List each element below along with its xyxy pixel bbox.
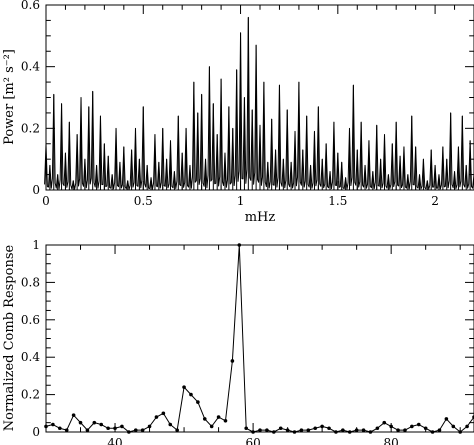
comb-response-point	[147, 424, 152, 429]
comb-response-point	[209, 424, 214, 429]
comb-response-point	[251, 430, 255, 434]
comb-response-point	[113, 426, 117, 431]
comb-response-point	[465, 424, 469, 429]
comb-response-point	[71, 413, 76, 417]
comb-response-point	[78, 420, 83, 425]
comb-response-point	[196, 400, 200, 404]
comb-response-point	[423, 426, 428, 431]
comb-response-point	[451, 424, 456, 429]
comb-response-point	[396, 428, 400, 432]
power-y-axis-title: Power [m² s⁻²]	[2, 49, 17, 145]
power-spectrum-series	[44, 16, 474, 190]
comb-response-point	[313, 426, 318, 431]
x-tick-label: 60	[245, 436, 260, 445]
comb-response-point	[168, 422, 173, 427]
x-tick-label: 2	[431, 194, 439, 208]
comb-response-point	[182, 385, 186, 389]
comb-response-point	[458, 430, 462, 434]
comb-response-point	[175, 428, 179, 432]
y-tick-label: 0.2	[21, 121, 40, 135]
comb-response-line	[45, 244, 474, 433]
comb-response-point	[341, 428, 345, 432]
comb-response-point	[230, 359, 235, 363]
y-tick-label: 0.6	[21, 313, 40, 327]
comb-response-point	[258, 428, 262, 432]
comb-response-point	[161, 411, 166, 416]
comb-response-point	[285, 428, 290, 432]
comb-response-point	[444, 417, 449, 421]
x-tick-label: 0.5	[134, 194, 153, 208]
comb-response-point	[416, 422, 421, 427]
comb-response-point	[403, 428, 407, 432]
comb-response-point	[430, 430, 435, 434]
x-tick-label: 1	[237, 194, 245, 208]
x-tick-label: 40	[107, 436, 122, 445]
y-tick-label: 0	[32, 183, 40, 197]
comb-response-point	[127, 430, 131, 434]
comb-response-point	[223, 418, 228, 423]
comb-response-point	[389, 424, 393, 429]
comb-response-point	[51, 422, 55, 427]
comb-response-point	[327, 426, 331, 431]
power-spectrum-line	[44, 16, 474, 190]
comb-response-point	[85, 428, 90, 432]
comb-response-point	[437, 428, 442, 432]
y-tick-label: 0.8	[21, 275, 40, 289]
comb-response-point	[375, 426, 380, 431]
power-tick-labels: 0 0.5 1 1.5 2 0 0.2 0.4 0.6	[21, 0, 439, 208]
comb-response-point	[120, 424, 124, 429]
comb-response-point	[133, 428, 138, 432]
comb-response-series	[44, 243, 474, 434]
comb-response-point	[410, 424, 414, 429]
comb-response-point	[292, 430, 297, 434]
comb-response-point	[237, 243, 242, 247]
comb-response-point	[368, 430, 373, 434]
comb-response-point	[99, 422, 104, 427]
comb-tick-labels: 40 60 80 0 0.2 0.4 0.6 0.8 1	[21, 238, 399, 445]
x-tick-label: 1.5	[328, 194, 347, 208]
comb-response-point	[202, 417, 207, 421]
comb-response-panel: 40 60 80 0 0.2 0.4 0.6 0.8 1 Normalized Comb Res…	[2, 238, 474, 445]
y-tick-label: 0.2	[21, 388, 40, 402]
comb-response-point	[154, 415, 159, 419]
comb-response-point	[272, 430, 276, 434]
comb-response-point	[354, 428, 359, 432]
comb-plot-frame	[45, 244, 474, 433]
y-tick-label: 0.6	[21, 0, 40, 12]
comb-response-point	[92, 420, 97, 425]
y-tick-label: 0	[32, 425, 40, 439]
comb-response-point	[216, 415, 221, 419]
comb-response-point	[278, 426, 283, 431]
comb-response-point	[361, 428, 366, 432]
comb-response-point	[306, 428, 311, 432]
comb-response-point	[189, 392, 193, 397]
comb-response-point	[106, 426, 110, 431]
comb-response-point	[244, 426, 248, 431]
power-x-axis-title: mHz	[245, 210, 276, 225]
comb-y-axis-title: Normalized Comb Response	[2, 244, 17, 431]
comb-ticks	[45, 244, 474, 433]
comb-response-point	[44, 424, 48, 429]
comb-response-point	[299, 428, 304, 432]
y-tick-label: 0.4	[21, 350, 40, 364]
comb-response-point	[58, 426, 62, 431]
y-tick-label: 1	[32, 238, 40, 252]
comb-response-point	[140, 428, 145, 432]
comb-response-point	[347, 430, 352, 434]
comb-response-point	[334, 430, 338, 434]
y-tick-label: 0.4	[21, 60, 40, 74]
power-spectrum-panel: 0 0.5 1 1.5 2 0 0.2 0.4 0.6 mHz Power [m² s⁻²]	[2, 0, 474, 225]
x-tick-label: 0	[42, 194, 50, 208]
comb-response-point	[320, 424, 324, 429]
comb-response-point	[265, 428, 269, 432]
x-tick-label: 80	[384, 436, 399, 445]
comb-response-point	[64, 428, 69, 432]
comb-response-point	[382, 420, 387, 425]
